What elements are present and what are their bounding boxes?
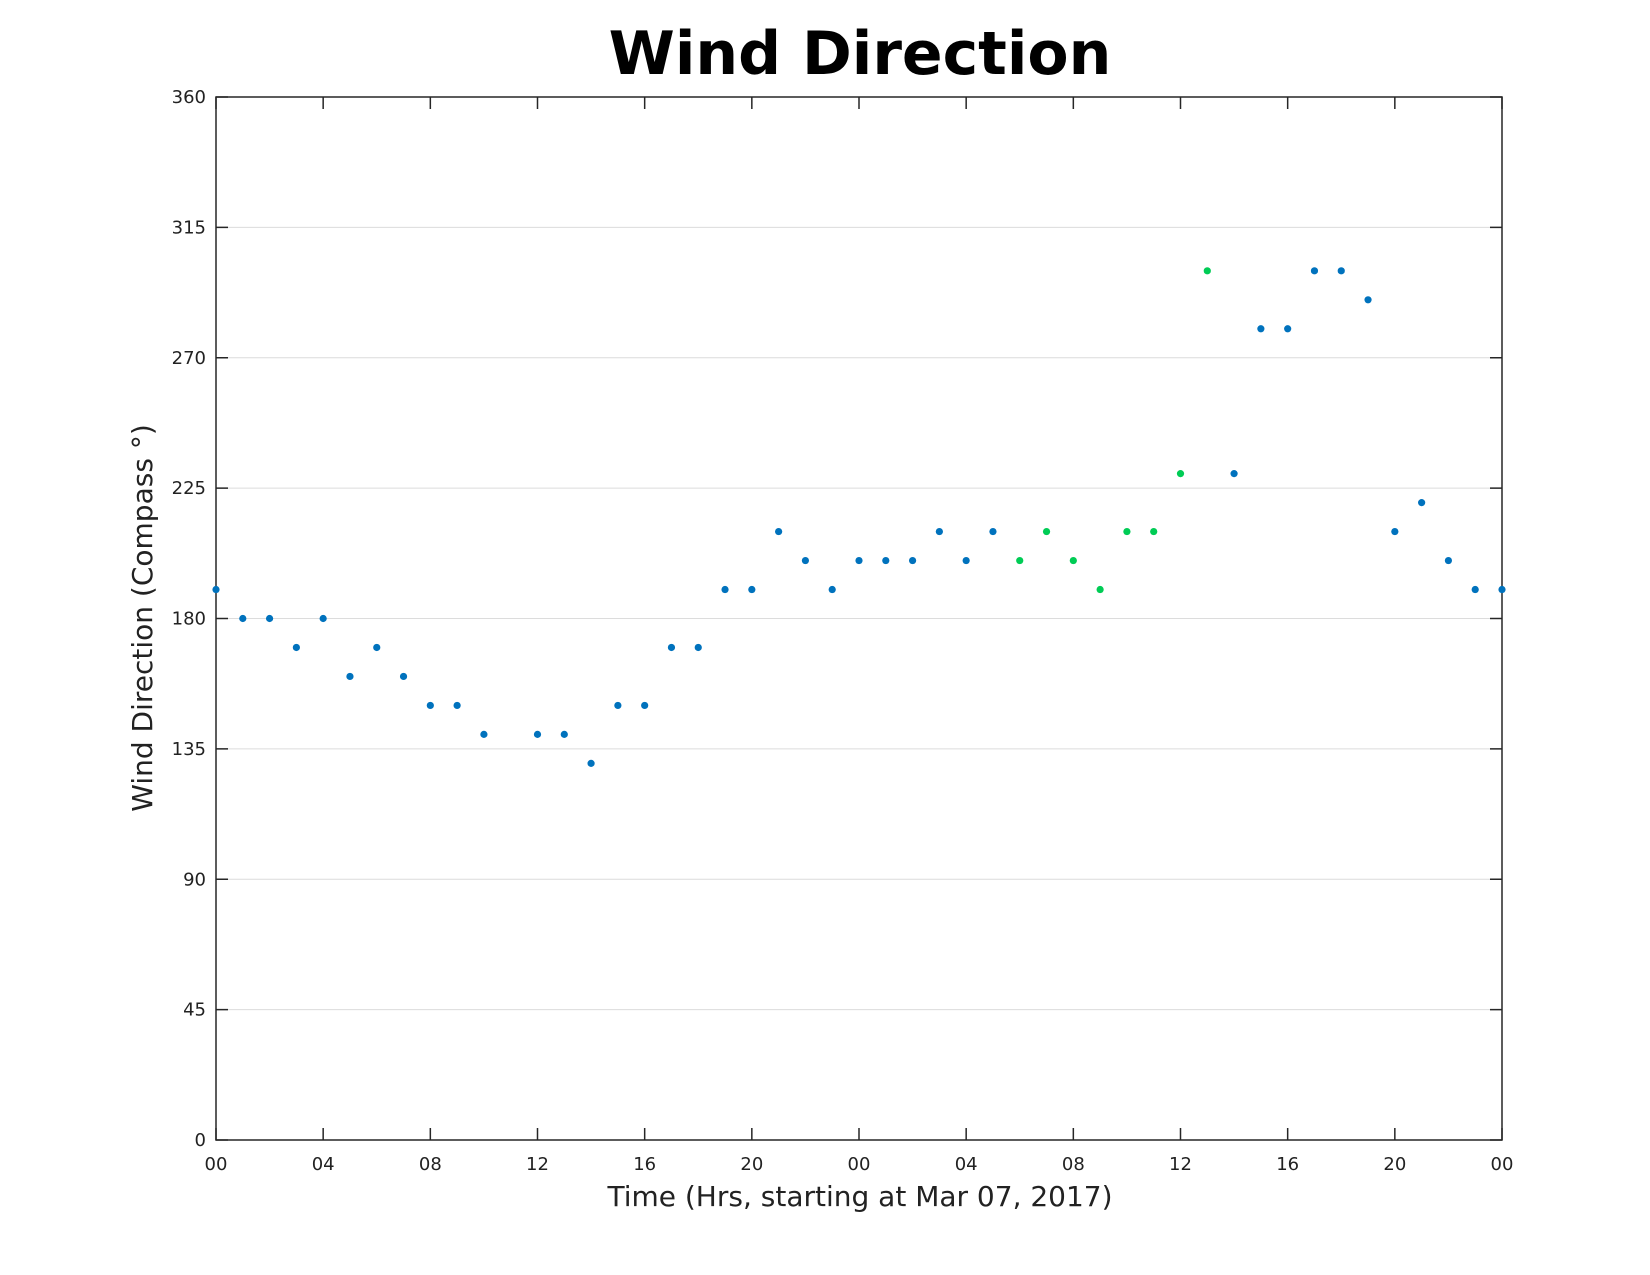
x-tick-label: 12: [526, 1154, 549, 1175]
data-point: [748, 585, 756, 594]
x-axis-label: Time (Hrs, starting at Mar 07, 2017): [606, 1180, 1112, 1213]
data-point: [721, 585, 729, 594]
y-tick-label: 0: [195, 1130, 206, 1151]
x-tick-label: 16: [1276, 1154, 1299, 1175]
data-point: [319, 614, 327, 623]
y-tick-label: 180: [172, 609, 206, 630]
y-axis-label: Wind Direction (Compass °): [126, 424, 159, 811]
data-point: [453, 701, 461, 710]
data-point: [1069, 556, 1077, 565]
data-point: [641, 701, 649, 710]
data-point: [1391, 527, 1399, 536]
y-tick-label: 360: [172, 87, 206, 108]
data-point: [212, 585, 220, 594]
data-point: [373, 643, 381, 652]
data-point: [1016, 556, 1024, 565]
data-point: [1203, 267, 1211, 275]
data-point: [1230, 470, 1238, 478]
data-point: [292, 643, 300, 652]
data-point: [801, 556, 810, 565]
data-point: [1123, 527, 1131, 536]
data-point: [1310, 267, 1319, 275]
x-tick-label: 00: [205, 1154, 228, 1175]
x-tick-label: 20: [740, 1154, 763, 1175]
y-tick-label: 45: [183, 1000, 206, 1021]
y-tick-label: 90: [183, 869, 206, 890]
data-point: [1284, 325, 1292, 333]
x-tick-label: 16: [633, 1154, 656, 1175]
data-point: [346, 672, 354, 681]
data-point: [694, 643, 702, 652]
data-point: [399, 672, 408, 681]
data-point: [908, 556, 917, 565]
data-point: [265, 614, 274, 623]
data-point: [426, 701, 434, 710]
data-point: [1257, 325, 1265, 333]
data-point: [1150, 527, 1158, 536]
data-point: [1096, 585, 1104, 594]
x-tick-label: 00: [1491, 1154, 1514, 1175]
data-point: [239, 614, 247, 623]
data-point: [1444, 556, 1453, 565]
data-point: [828, 585, 836, 594]
data-point: [775, 527, 783, 536]
data-point: [480, 730, 488, 738]
x-tick-label: 12: [1169, 1154, 1192, 1175]
data-point: [1364, 296, 1372, 304]
data-point: [882, 556, 890, 565]
x-tick-label: 20: [1383, 1154, 1406, 1175]
data-point: [1176, 470, 1185, 478]
x-tick-label: 08: [419, 1154, 442, 1175]
y-tick-label: 270: [172, 348, 206, 369]
x-tick-label: 04: [955, 1154, 978, 1175]
data-point: [1498, 585, 1506, 594]
data-point: [855, 556, 863, 565]
data-point: [1471, 585, 1479, 594]
data-point: [989, 527, 997, 536]
data-point: [533, 730, 542, 738]
data-point: [667, 643, 676, 652]
chart-title: Wind Direction: [609, 19, 1112, 89]
data-point: [1418, 499, 1426, 507]
data-point: [614, 701, 622, 710]
data-point: [587, 759, 595, 767]
axis-ticks: 0 45 90 135 180 225 270 315 360 00 04 08 12 16 20 00 04 0…: [172, 87, 1514, 1175]
y-tick-label: 315: [172, 217, 206, 238]
data-point: [962, 556, 970, 565]
grid-lines: [216, 226, 1502, 1011]
data-point: [1337, 267, 1345, 275]
x-tick-label: 04: [312, 1154, 335, 1175]
data-points: [212, 267, 1506, 767]
data-point: [560, 730, 568, 738]
y-tick-label: 225: [172, 478, 206, 499]
x-tick-label: 08: [1062, 1154, 1085, 1175]
data-point: [1042, 527, 1051, 536]
y-tick-label: 135: [172, 739, 206, 760]
data-point: [935, 527, 943, 536]
x-tick-label: 00: [848, 1154, 871, 1175]
